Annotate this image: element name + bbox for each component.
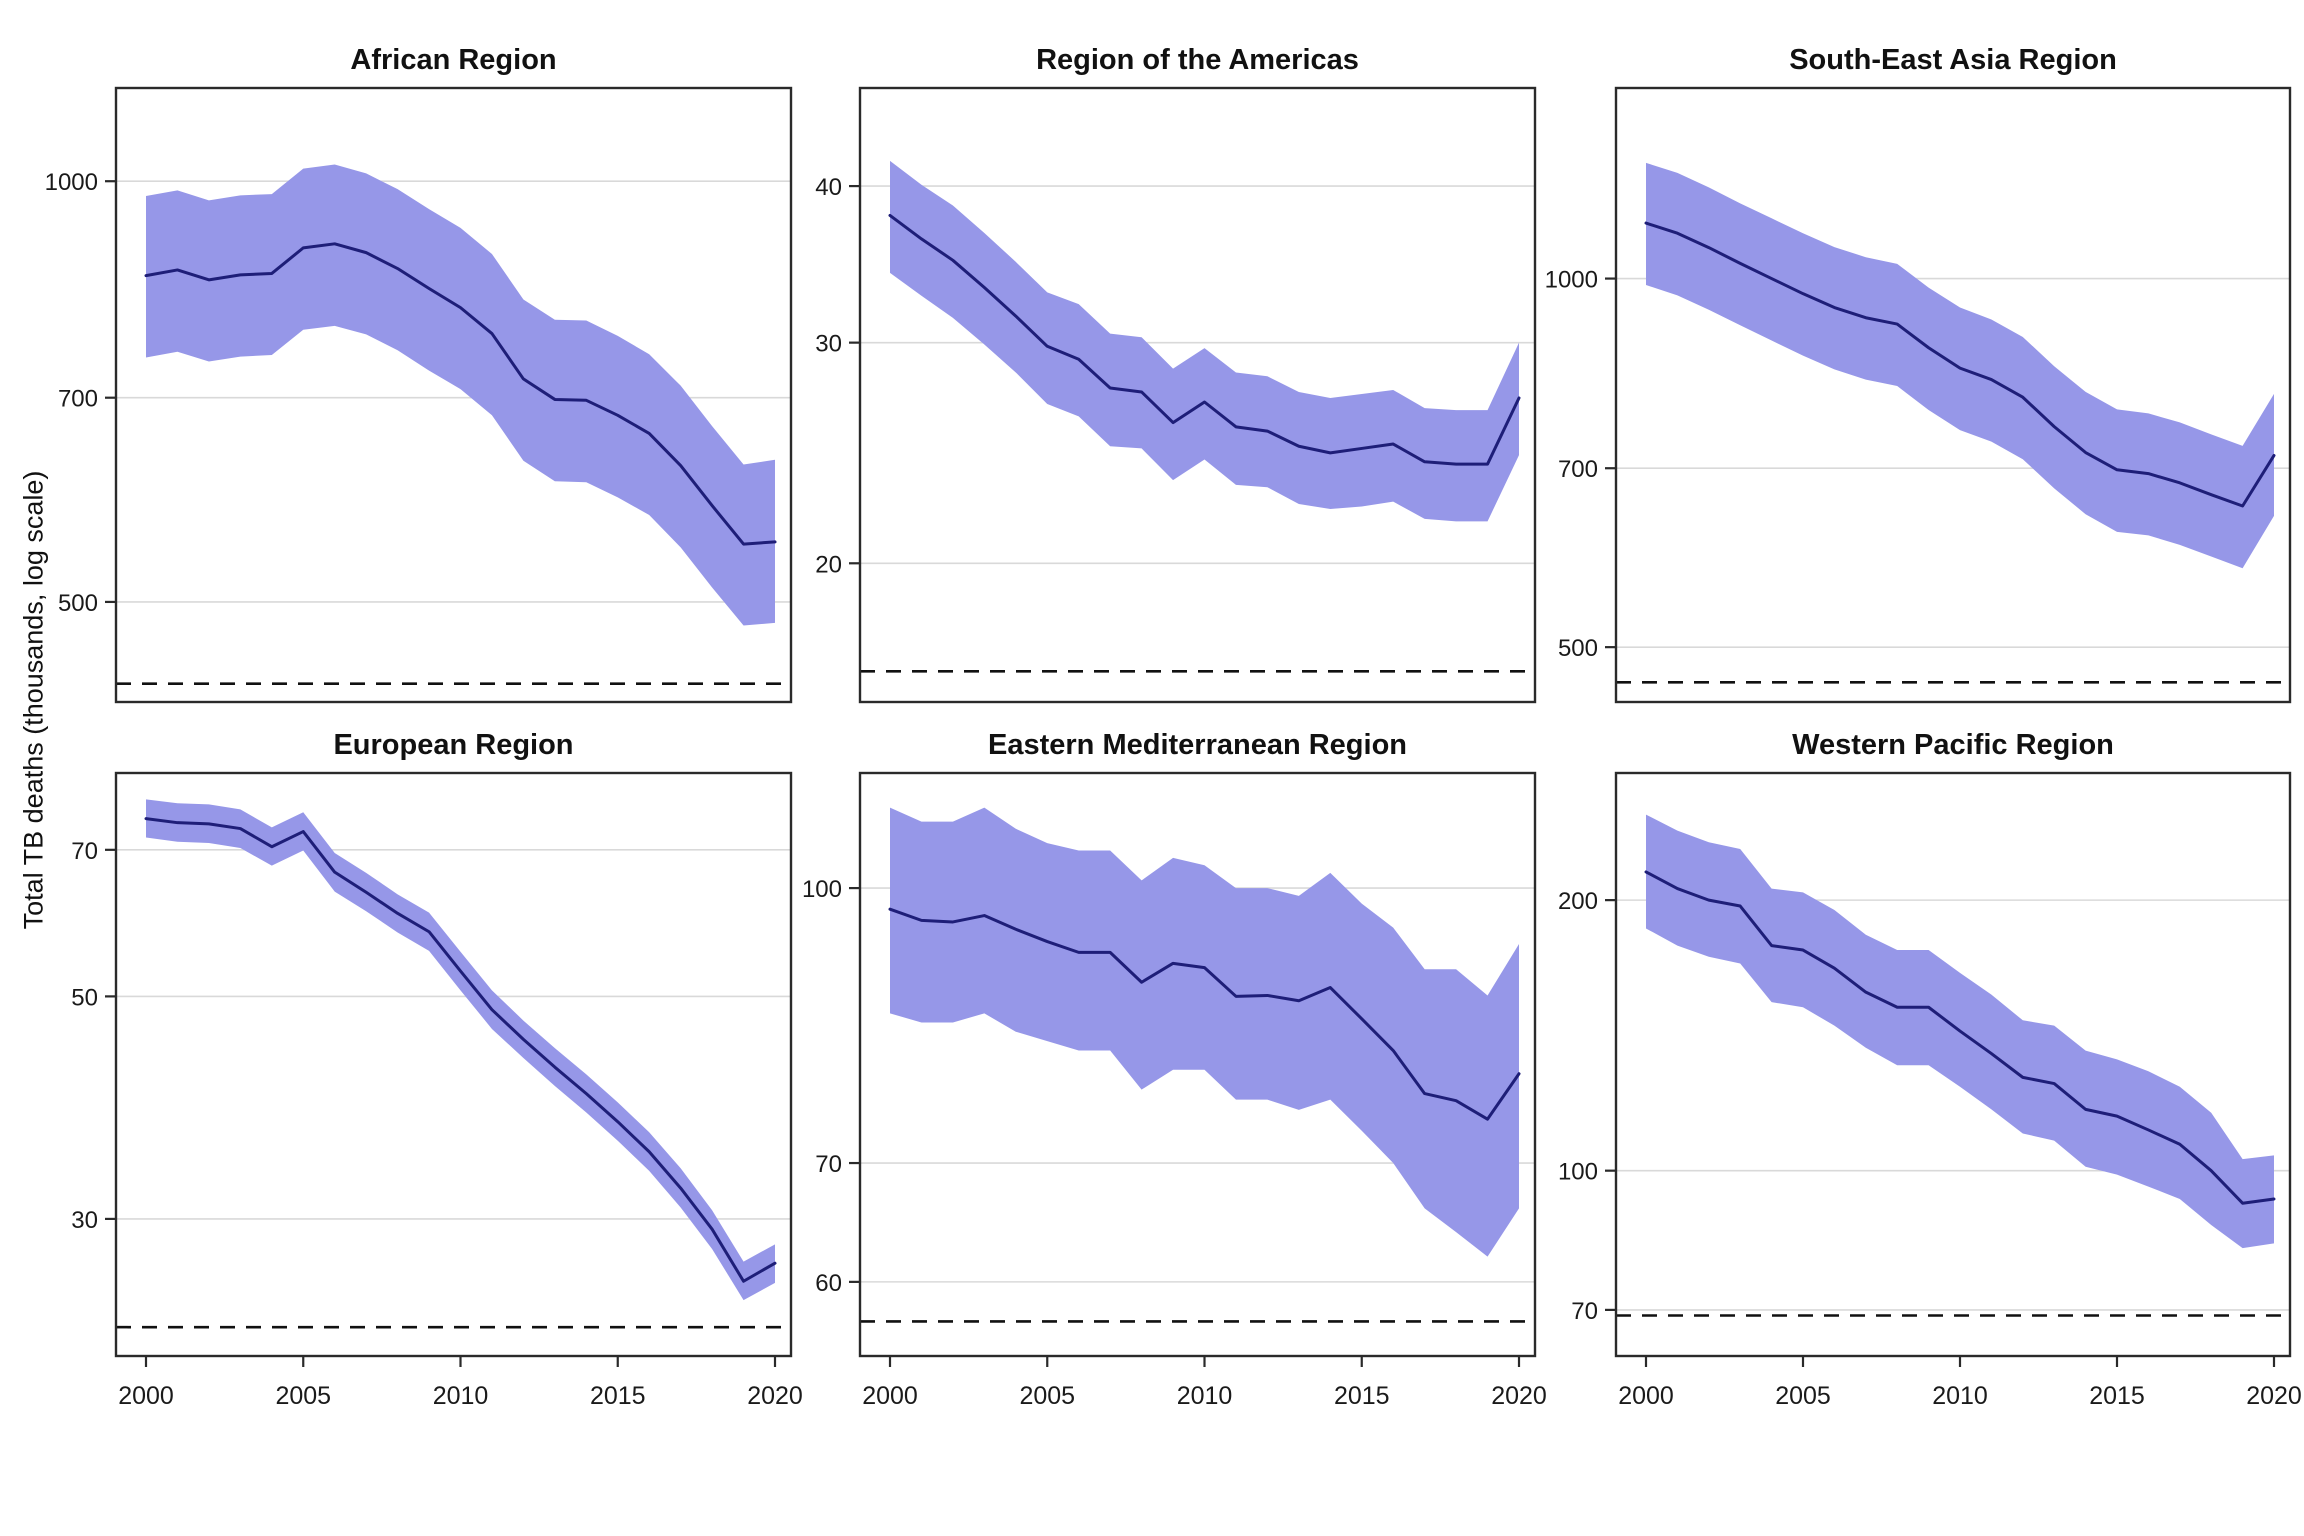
y-tick-label-western-pacific-region: 100 bbox=[1558, 1159, 1598, 1186]
panel-chart-european-region: 70 50 30 2000 2005 2010 2015 2020 bbox=[71, 771, 803, 1410]
mean-line-south-east-asia-region bbox=[1644, 221, 2276, 508]
confidence-band-african-region bbox=[146, 164, 775, 626]
y-tick-label-eastern-mediterranean-region: 70 bbox=[815, 1151, 842, 1178]
panel-chart-south-east-asia-region: 1000 700 500 bbox=[1545, 86, 2292, 704]
y-tick-label-western-pacific-region: 200 bbox=[1558, 888, 1598, 915]
panel-title-eastern-mediterranean-region: Eastern Mediterranean Region bbox=[988, 729, 1407, 761]
x-tick-label-eastern-mediterranean-region: 2005 bbox=[1019, 1382, 1075, 1410]
y-tick-label-region-of-the-americas: 40 bbox=[815, 174, 842, 201]
x-tick-label-european-region: 2000 bbox=[118, 1382, 174, 1410]
mean-line-european-region bbox=[144, 817, 777, 1283]
y-tick-label-african-region: 500 bbox=[58, 590, 98, 617]
y-tick-label-african-region: 700 bbox=[58, 386, 98, 413]
y-tick-label-south-east-asia-region: 1000 bbox=[1545, 267, 1598, 294]
x-tick-label-european-region: 2010 bbox=[433, 1382, 489, 1410]
y-tick-label-european-region: 70 bbox=[71, 838, 98, 865]
panel-title-western-pacific-region: Western Pacific Region bbox=[1792, 729, 2114, 761]
y-tick-label-south-east-asia-region: 500 bbox=[1558, 635, 1598, 662]
x-tick-label-european-region: 2015 bbox=[590, 1382, 646, 1410]
panel-chart-african-region: 1000 700 500 bbox=[45, 86, 793, 704]
panel-border-african-region bbox=[114, 86, 793, 704]
confidence-band-south-east-asia-region bbox=[1646, 162, 2274, 569]
mean-line-eastern-mediterranean-region bbox=[888, 907, 1521, 1121]
x-tick-label-western-pacific-region: 2005 bbox=[1775, 1382, 1831, 1410]
x-tick-label-eastern-mediterranean-region: 2010 bbox=[1177, 1382, 1233, 1410]
panel-border-south-east-asia-region bbox=[1614, 86, 2292, 704]
x-tick-label-western-pacific-region: 2015 bbox=[2089, 1382, 2145, 1410]
y-tick-label-european-region: 50 bbox=[71, 984, 98, 1011]
y-tick-label-african-region: 1000 bbox=[45, 169, 98, 196]
y-tick-label-western-pacific-region: 70 bbox=[1571, 1298, 1598, 1325]
panel-border-european-region bbox=[114, 771, 793, 1358]
mean-line-western-pacific-region bbox=[1644, 870, 2276, 1205]
mean-line-african-region bbox=[144, 242, 777, 546]
panel-title-african-region: African Region bbox=[350, 44, 557, 76]
panel-border-western-pacific-region bbox=[1614, 771, 2292, 1358]
panel-title-region-of-the-americas: Region of the Americas bbox=[1036, 44, 1359, 76]
y-tick-label-eastern-mediterranean-region: 100 bbox=[802, 876, 842, 903]
x-tick-label-european-region: 2005 bbox=[275, 1382, 331, 1410]
panel-chart-eastern-mediterranean-region: 100 70 60 2000 2005 2010 2015 2020 bbox=[802, 771, 1547, 1410]
mean-line-region-of-the-americas bbox=[888, 213, 1521, 466]
x-tick-label-western-pacific-region: 2000 bbox=[1618, 1382, 1674, 1410]
panel-chart-region-of-the-americas: 40 30 20 bbox=[815, 86, 1537, 704]
panel-border-region-of-the-americas bbox=[858, 86, 1537, 704]
y-tick-label-eastern-mediterranean-region: 60 bbox=[815, 1270, 842, 1297]
x-tick-label-western-pacific-region: 2020 bbox=[2246, 1382, 2302, 1410]
panel-border-eastern-mediterranean-region bbox=[858, 771, 1537, 1358]
x-tick-label-western-pacific-region: 2010 bbox=[1932, 1382, 1988, 1410]
confidence-band-eastern-mediterranean-region bbox=[890, 807, 1519, 1257]
panel-chart-western-pacific-region: 200 100 70 2000 2005 2010 2015 2020 bbox=[1558, 771, 2302, 1410]
x-tick-label-eastern-mediterranean-region: 2015 bbox=[1334, 1382, 1390, 1410]
y-tick-label-european-region: 30 bbox=[71, 1207, 98, 1234]
x-tick-label-european-region: 2020 bbox=[747, 1382, 803, 1410]
y-tick-label-region-of-the-americas: 30 bbox=[815, 331, 842, 358]
y-tick-label-region-of-the-americas: 20 bbox=[815, 551, 842, 578]
y-tick-label-south-east-asia-region: 700 bbox=[1558, 456, 1598, 483]
panel-title-south-east-asia-region: South-East Asia Region bbox=[1789, 44, 2117, 76]
x-tick-label-eastern-mediterranean-region: 2000 bbox=[862, 1382, 918, 1410]
x-tick-label-eastern-mediterranean-region: 2020 bbox=[1491, 1382, 1547, 1410]
confidence-band-european-region bbox=[146, 799, 775, 1301]
confidence-band-region-of-the-americas bbox=[890, 160, 1519, 522]
panel-title-european-region: European Region bbox=[333, 729, 574, 761]
